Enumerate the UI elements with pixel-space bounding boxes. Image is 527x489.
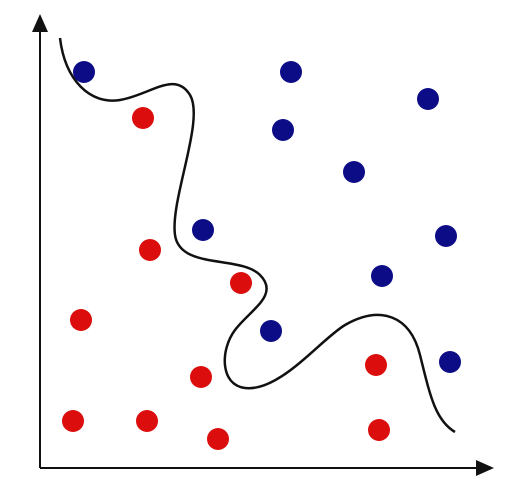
blue-point [439, 351, 461, 373]
blue-point [260, 320, 282, 342]
blue-point [272, 119, 294, 141]
red-point [368, 419, 390, 441]
red-point [132, 107, 154, 129]
red-point [230, 272, 252, 294]
blue-point [417, 88, 439, 110]
blue-point [435, 225, 457, 247]
red-point [70, 309, 92, 331]
red-point [62, 410, 84, 432]
x-axis-arrow [476, 460, 494, 476]
red-point [207, 428, 229, 450]
blue-point [343, 161, 365, 183]
red-points [62, 107, 390, 450]
red-point [190, 366, 212, 388]
decision-boundary [58, 37, 456, 434]
axes [32, 14, 494, 476]
blue-point [280, 61, 302, 83]
red-point [136, 410, 158, 432]
y-axis-arrow [32, 14, 48, 32]
blue-points [73, 61, 461, 373]
blue-point [192, 219, 214, 241]
blue-point [371, 265, 393, 287]
red-point [139, 239, 161, 261]
red-point [365, 354, 387, 376]
blue-point [73, 61, 95, 83]
